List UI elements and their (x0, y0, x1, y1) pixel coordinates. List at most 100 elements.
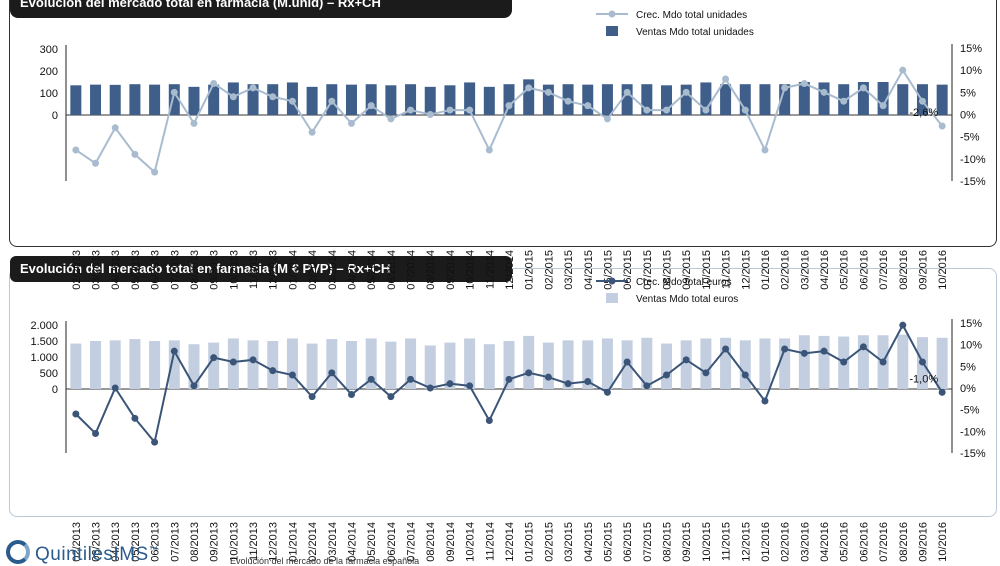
units-growth-point (899, 66, 907, 74)
euros-x-tick-label: 06/2014 (386, 522, 398, 562)
euros-growth-point (170, 347, 178, 355)
euros-x-tick-label: 06/2015 (622, 522, 634, 562)
euros-right-tick-label: 15% (960, 318, 982, 330)
units-bar (680, 84, 692, 115)
units-left-tick-label: 100 (40, 88, 58, 100)
units-growth-point (308, 128, 316, 136)
brand-name: QuintilesIMS (35, 544, 149, 565)
units-growth-point (407, 106, 415, 114)
euros-x-tick-label: 02/2015 (543, 522, 555, 562)
units-bar (641, 84, 653, 115)
units-growth-point (190, 119, 198, 127)
euros-growth-point (92, 430, 100, 437)
euros-last-value-label: -1,0% (909, 373, 938, 385)
units-growth-point (800, 79, 808, 87)
units-x-tick-label: 09/2016 (917, 250, 929, 290)
euros-growth-point (544, 373, 552, 381)
units-bar (739, 84, 751, 115)
units-bar (129, 84, 141, 115)
units-x-tick-label: 02/2015 (543, 250, 555, 290)
euros-growth-point (407, 375, 415, 383)
units-bar (208, 84, 220, 115)
units-x-tick-label: 05/2016 (839, 250, 851, 290)
units-left-tick-label: 0 (52, 110, 58, 122)
units-x-tick-label: 10/2014 (465, 250, 477, 290)
units-right-tick-label: -10% (960, 154, 986, 166)
units-growth-point (702, 106, 710, 114)
euros-growth-point (446, 380, 454, 388)
euros-growth-point (820, 347, 828, 355)
euros-growth-point (269, 367, 277, 375)
euros-x-tick-label: 10/2013 (228, 522, 240, 562)
units-legend-bar-swatch (606, 26, 618, 36)
euros-bar (661, 343, 673, 389)
euros-bar (444, 342, 456, 389)
euros-x-tick-label: 05/2015 (602, 522, 614, 562)
euros-growth-point (899, 321, 907, 329)
euros-bar (582, 340, 594, 389)
units-left-tick-label: 300 (40, 44, 58, 56)
units-bar (621, 84, 633, 115)
units-growth-point (328, 97, 336, 105)
units-right-tick-label: 0% (960, 110, 976, 122)
euros-x-tick-label: 05/2016 (839, 522, 851, 562)
units-bar (345, 84, 357, 115)
euros-growth-point (584, 378, 592, 385)
units-x-tick-label: 12/2014 (504, 250, 516, 290)
euros-legend-bar-label: Ventas Mdo total euros (636, 294, 738, 305)
units-growth-point (446, 106, 454, 114)
units-bar (759, 84, 771, 115)
euros-bar (286, 338, 298, 389)
euros-x-tick-label: 05/2014 (366, 522, 378, 562)
euros-growth-point (603, 388, 611, 396)
units-x-tick-label: 02/2016 (780, 250, 792, 290)
units-bar (877, 82, 889, 115)
units-x-tick-label: 07/2015 (642, 250, 654, 290)
units-growth-point (505, 102, 513, 110)
units-x-tick-label: 08/2014 (425, 250, 437, 290)
euros-x-tick-label: 02/2013 (71, 522, 83, 562)
euros-growth-point (643, 382, 651, 390)
units-bar (405, 84, 417, 115)
units-growth-point (584, 102, 592, 110)
units-growth-point (387, 115, 395, 123)
units-bar (424, 86, 436, 115)
euros-x-tick-label: 04/2013 (110, 522, 122, 562)
units-growth-point (170, 88, 178, 96)
units-growth-point (288, 97, 296, 105)
euros-x-tick-label: 03/2015 (563, 522, 575, 562)
euros-x-tick-label: 01/2014 (287, 522, 299, 562)
units-growth-point (663, 106, 671, 114)
euros-bar (247, 340, 259, 389)
units-x-tick-label: 01/2014 (287, 250, 299, 290)
euros-growth-point (761, 397, 769, 405)
euros-growth-point (663, 371, 671, 379)
units-growth-point (525, 84, 533, 92)
euros-bar (267, 341, 279, 389)
units-x-tick-label: 02/2013 (71, 250, 83, 290)
units-x-tick-label: 10/2013 (228, 250, 240, 290)
euros-x-tick-label: 04/2016 (819, 522, 831, 562)
euros-growth-point (505, 375, 513, 383)
units-growth-point (603, 115, 611, 123)
units-legend-line-marker (608, 10, 616, 18)
logo-ring-icon (6, 540, 30, 564)
units-x-tick-label: 04/2013 (110, 250, 122, 290)
euros-x-tick-label: 03/2013 (91, 522, 103, 562)
units-growth-point (485, 146, 493, 154)
chart-panel-units (9, 0, 997, 247)
euros-x-tick-label: 06/2016 (858, 522, 870, 562)
euros-x-tick-label: 06/2013 (150, 522, 162, 562)
brand-trademark: ™ (148, 544, 159, 555)
euros-x-tick-label: 04/2014 (346, 522, 358, 562)
euros-growth-point (111, 384, 119, 392)
units-x-tick-label: 03/2014 (327, 250, 339, 290)
units-x-tick-label: 08/2016 (898, 250, 910, 290)
euros-left-tick-label: 2.000 (30, 320, 58, 332)
euros-bar (464, 338, 476, 389)
euros-bar (818, 335, 830, 389)
euros-x-tick-label: 04/2015 (583, 522, 595, 562)
euros-legend-bar-swatch (606, 293, 618, 303)
units-bar (601, 84, 613, 115)
units-x-tick-label: 06/2013 (150, 250, 162, 290)
